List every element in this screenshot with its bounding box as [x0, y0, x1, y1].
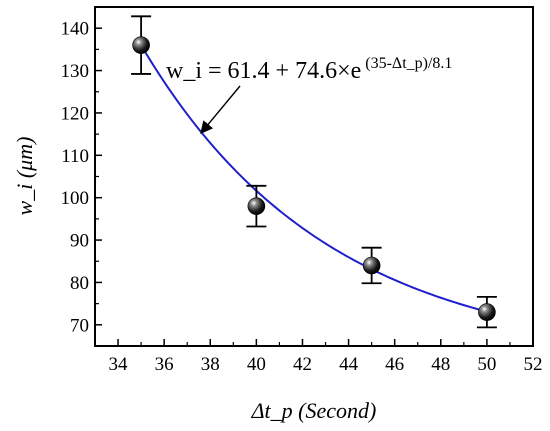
x-tick-label: 44	[339, 354, 359, 375]
x-tick-label: 50	[477, 354, 496, 375]
y-tick-label: 120	[61, 103, 90, 124]
y-tick-label: 80	[70, 273, 89, 294]
fit-curve	[140, 44, 488, 313]
annotation-arrow	[200, 85, 241, 134]
data-point	[362, 256, 381, 275]
data-point	[247, 197, 266, 215]
x-axis-ticks: 34 36 38 40 42 44 46 48 50 52	[109, 339, 543, 375]
y-tick-label: 110	[61, 146, 89, 167]
y-tick-label: 100	[61, 188, 90, 209]
x-tick-label: 38	[201, 354, 220, 375]
x-axis-title: Δt_p (Second)	[251, 398, 377, 423]
y-tick-label: 70	[70, 315, 89, 336]
x-tick-label: 52	[524, 354, 543, 375]
fit-curve-layer	[140, 44, 488, 313]
y-tick-label: 140	[61, 19, 90, 40]
x-tick-label: 42	[293, 354, 312, 375]
x-tick-label: 40	[247, 354, 266, 375]
fit-equation: w_i = 61.4 + 74.6×e (35-Δt_p)/8.1	[166, 55, 452, 84]
x-tick-label: 46	[385, 354, 404, 375]
x-tick-label: 34	[109, 354, 129, 375]
x-tick-label: 48	[431, 354, 450, 375]
y-tick-label: 90	[70, 231, 89, 252]
y-axis-title: w_i (μm)	[12, 137, 37, 216]
x-tick-label: 36	[155, 354, 174, 375]
data-point	[132, 36, 150, 54]
data-point	[478, 303, 496, 321]
data-points-layer	[132, 36, 496, 321]
y-axis-ticks: 70 80 90 100 110 120 130 140	[61, 6, 102, 336]
y-tick-label: 130	[61, 61, 90, 82]
